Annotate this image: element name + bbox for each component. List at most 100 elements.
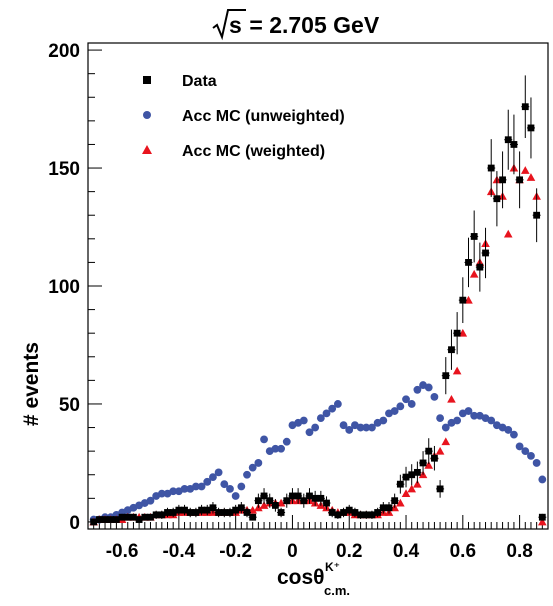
point-acc-mc-unweighted [271,444,280,453]
point-acc-mc-unweighted [311,423,320,432]
point-acc-mc-unweighted [538,475,547,484]
point-data [504,136,512,144]
x-axis-label-superscript: K⁺ [325,560,340,574]
point-data [243,509,251,516]
legend-label-acc-mc-weighted: Acc MC (weighted) [182,143,325,160]
point-acc-mc-unweighted [316,414,325,423]
point-acc-mc-unweighted [209,473,217,481]
x-axis: -0.6 -0.4 -0.2 0 0.2 0.4 0.6 0.8 [87,515,549,562]
point-data [476,263,484,271]
point-data [266,497,274,505]
point-acc-mc-unweighted [521,447,530,456]
point-acc-mc-weighted [452,366,462,375]
point-acc-mc-unweighted [333,400,342,408]
point-data [487,164,495,172]
point-acc-mc-unweighted [504,426,513,434]
point-acc-mc-unweighted [368,423,376,432]
point-data [112,516,120,523]
series-acc-mc-weighted [89,163,547,526]
point-data [124,513,132,521]
point-acc-mc-unweighted [192,482,200,491]
point-acc-mc-unweighted [146,496,155,505]
point-acc-mc-unweighted [231,492,240,500]
point-data [391,497,399,505]
point-acc-mc-unweighted [345,426,354,434]
point-data [294,492,302,500]
x-tick-label: -0.4 [162,541,195,562]
point-acc-mc-unweighted [243,470,251,479]
point-acc-mc-unweighted [407,400,416,408]
point-data [385,504,393,512]
point-data [436,485,444,493]
point-acc-mc-unweighted [260,435,268,444]
point-data [181,506,188,514]
point-acc-mc-unweighted [305,428,314,437]
point-data [306,492,313,500]
x-tick-label: 0.6 [450,541,476,562]
point-acc-mc-weighted [458,328,468,337]
point-data [493,195,501,203]
point-acc-mc-weighted [441,437,451,446]
point-acc-mc-weighted [276,498,286,507]
legend-marker-data [143,76,151,84]
title-s: s [229,12,242,38]
point-acc-mc-unweighted [169,487,178,496]
point-data [237,504,245,512]
point-data [419,459,427,467]
legend-label-data: Data [182,73,217,90]
point-data [431,454,438,462]
point-acc-mc-weighted [401,489,411,498]
point-data [459,296,467,304]
point-acc-mc-unweighted [379,416,388,425]
point-data [323,499,330,507]
point-data [374,509,382,516]
point-data [527,124,535,132]
x-tick-label: 0.8 [506,541,532,562]
point-data [340,509,347,516]
point-data [408,471,416,479]
point-acc-mc-unweighted [510,430,518,439]
y-tick-label: 0 [69,513,80,534]
point-data [272,502,279,509]
point-data [345,506,353,514]
point-data [465,259,472,266]
point-data [442,372,450,380]
point-acc-mc-unweighted [328,404,337,413]
point-acc-mc-unweighted [424,383,433,392]
x-axis-label: cosθ K⁺ c.m. [277,560,350,598]
x-tick-label: 0.4 [393,541,420,562]
point-acc-mc-weighted [447,394,456,403]
point-acc-mc-weighted [413,479,422,488]
point-data [499,176,506,184]
point-acc-mc-unweighted [220,480,229,489]
point-acc-mc-unweighted [339,421,348,430]
point-data [209,504,217,512]
point-data [425,447,433,455]
point-data [413,468,421,476]
sqrt-symbol [212,9,246,41]
point-acc-mc-unweighted [487,416,496,425]
point-acc-mc-unweighted [322,409,331,418]
point-acc-mc-unweighted [237,482,246,491]
point-data [538,513,546,521]
point-acc-mc-unweighted [413,385,422,394]
point-data [226,509,234,516]
point-data [135,516,143,523]
point-acc-mc-unweighted [527,451,535,460]
point-acc-mc-weighted [503,229,513,238]
x-tick-label: 0 [287,541,298,562]
point-acc-mc-weighted [248,505,257,514]
point-data [453,329,461,337]
legend-marker-acc-mc-weighted [142,145,152,154]
point-data [311,494,319,502]
point-data [510,141,518,148]
point-data [101,516,109,523]
point-data [192,509,200,516]
y-axis-label: # events [20,342,43,426]
x-tick-label: 0.2 [336,541,362,562]
y-axis: 0 50 100 150 200 [48,41,102,534]
point-acc-mc-weighted [396,498,405,507]
point-data [533,211,541,219]
point-acc-mc-unweighted [157,489,166,498]
point-data [334,511,342,519]
